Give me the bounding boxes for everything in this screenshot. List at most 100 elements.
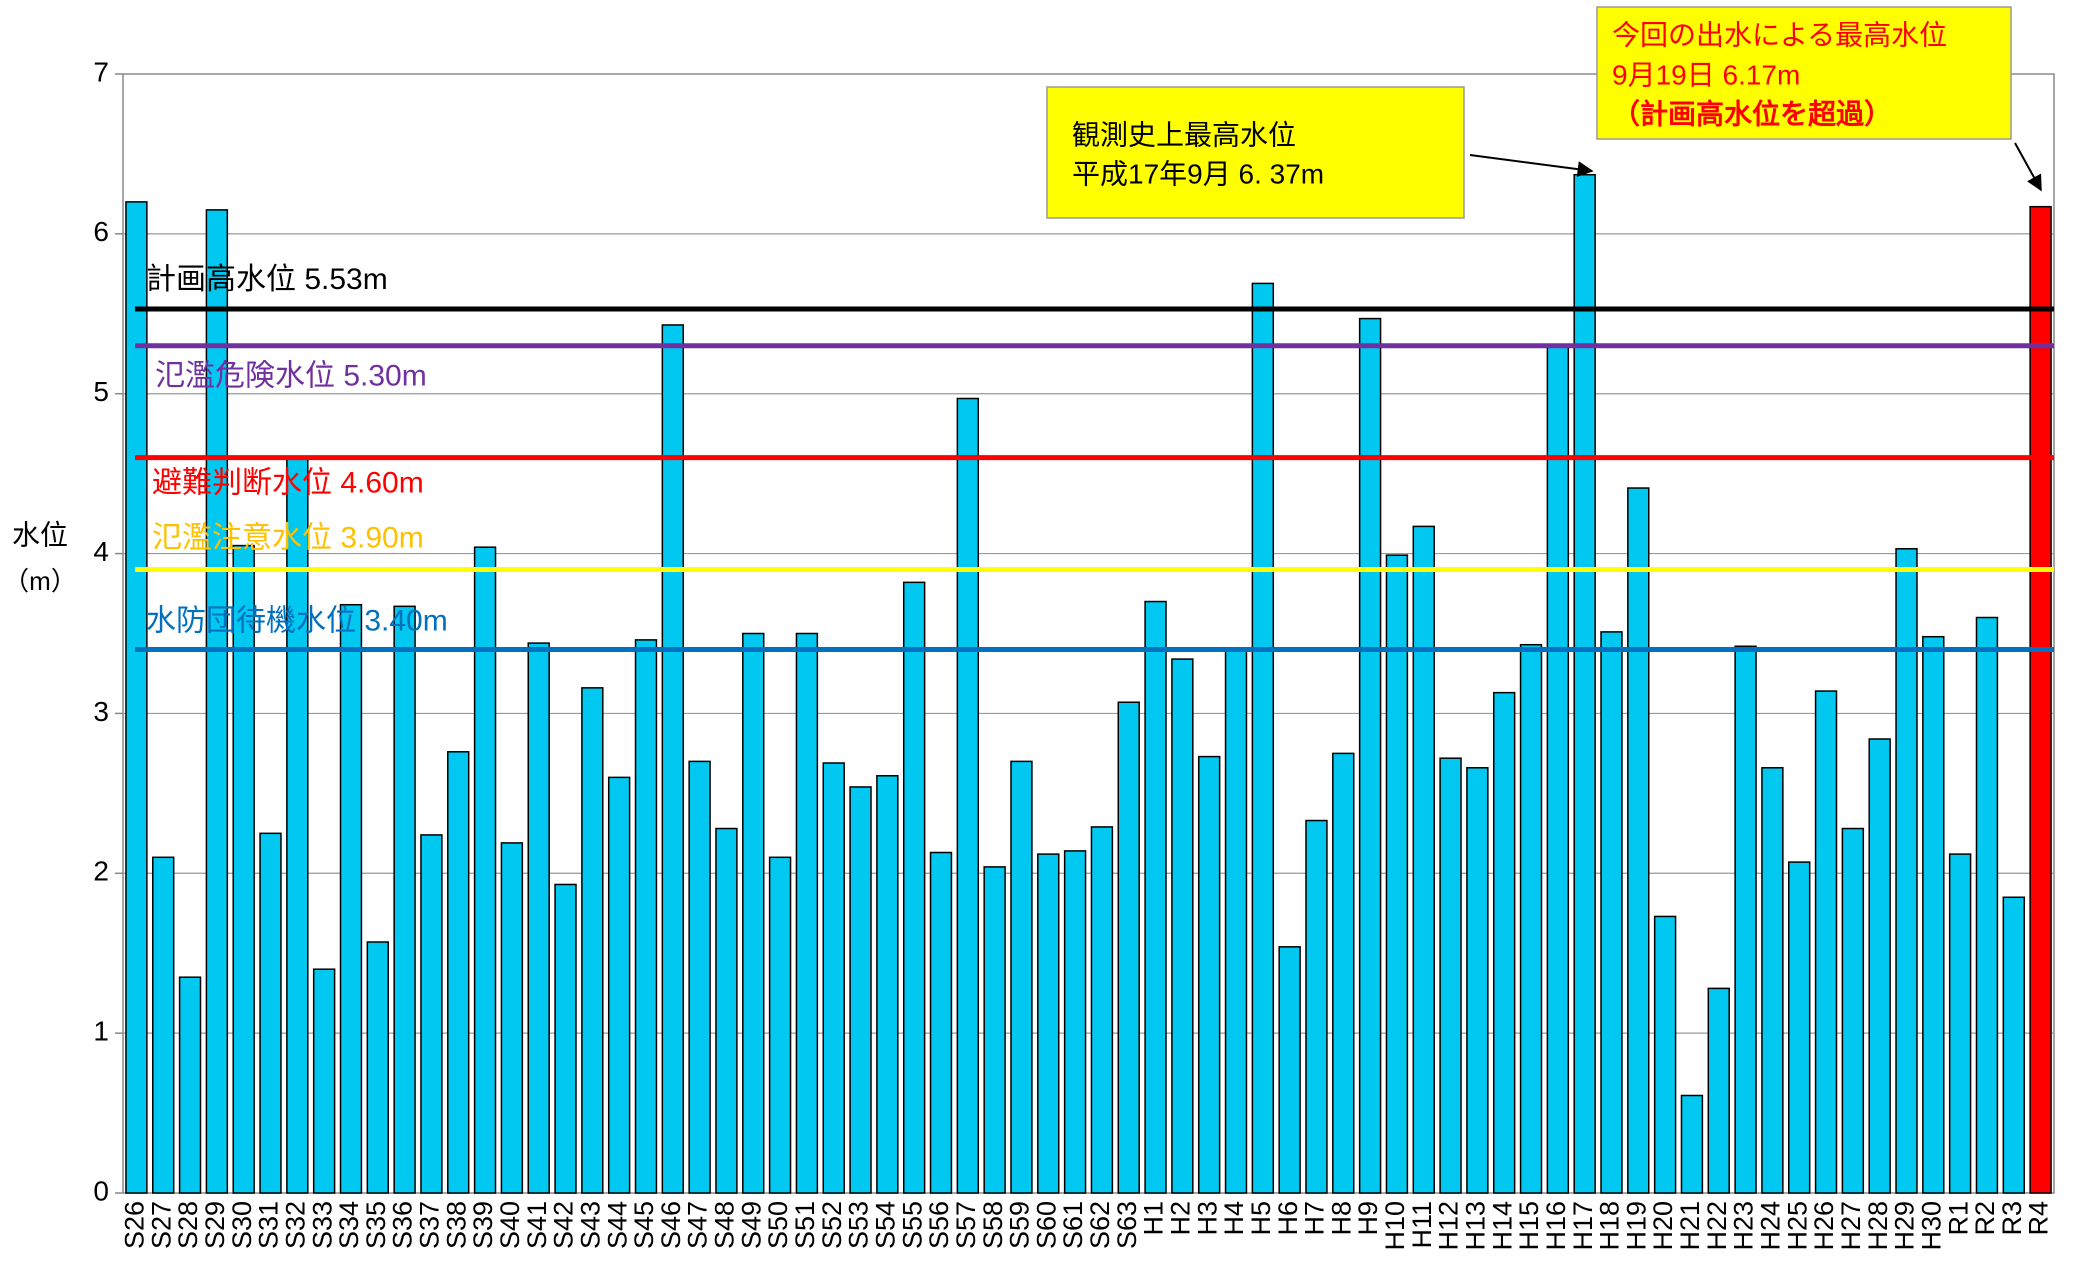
bar [1922,635,1945,1194]
x-tick-label: S27 [146,1201,176,1249]
bar [1224,648,1248,1194]
bar [956,397,980,1194]
x-tick-label: H19 [1621,1201,1651,1251]
plot-area [122,73,2055,1194]
x-tick-label: S49 [736,1201,766,1249]
arrow [1469,154,1594,178]
bar [1358,317,1382,1194]
x-tick-label: S26 [120,1201,150,1249]
x-tick-label: H15 [1514,1201,1544,1251]
x-tick-label: S53 [844,1201,874,1249]
annotation-text: 9月19日 6.17m [1612,59,1800,90]
bar [1546,345,1570,1194]
bar [1492,691,1516,1194]
bar [1144,600,1167,1194]
x-tick-label: H25 [1782,1201,1812,1251]
y-tick-label: 0 [93,1175,109,1206]
bar [473,546,497,1194]
x-tick-label: S48 [710,1201,740,1249]
bar [1385,554,1409,1194]
x-tick-label: H12 [1434,1201,1464,1251]
annotation-text: （計画高水位を超過） [1612,97,1892,129]
bar [1948,853,1972,1194]
bar [366,941,389,1194]
x-tick-label: S54 [870,1201,900,1249]
bar [1251,282,1275,1194]
bar [2029,205,2052,1194]
bar [1707,987,1730,1194]
x-tick-label: H4 [1219,1201,1249,1236]
x-tick-label: H2 [1165,1201,1195,1236]
x-tick-label: H18 [1595,1201,1625,1251]
bar [795,632,819,1194]
reference-label: 避難判断水位 4.60m [152,467,424,500]
bar [1788,861,1811,1194]
bar [1761,767,1784,1194]
x-tick-label: H21 [1675,1201,1705,1251]
x-tick-label: S30 [227,1201,257,1249]
y-tick-label: 4 [93,536,109,567]
x-tick-label: R2 [1970,1201,2000,1236]
bar [715,827,738,1194]
bar [1332,752,1355,1194]
bar [1439,757,1462,1194]
x-tick-label: S43 [575,1201,605,1249]
bar [312,968,336,1194]
x-tick-label: H8 [1326,1201,1356,1236]
bar [1466,767,1489,1194]
bar [554,883,577,1194]
bar [1519,643,1543,1194]
y-tick-label: 3 [93,696,109,727]
bar [1734,645,1757,1194]
bar [1680,1094,1704,1194]
x-tick-label: H1 [1139,1201,1169,1236]
reference-label: 水防団待機水位 3.40m [146,604,448,637]
y-tick-label: 2 [93,856,109,887]
x-tick-label: H27 [1836,1201,1866,1251]
x-tick-label: H26 [1809,1201,1839,1251]
x-tick-label: S52 [817,1201,847,1249]
x-tick-label: H3 [1192,1201,1222,1236]
x-tick-label: S51 [790,1201,820,1249]
x-tick-label: S42 [549,1201,579,1249]
annotation-text: 観測史上最高水位 [1072,119,1296,150]
annotation-text: 平成17年9月 6. 37m [1072,158,1324,189]
x-tick-label: H24 [1756,1201,1786,1251]
bar [500,842,524,1194]
bar [205,209,229,1194]
x-tick-label: H7 [1300,1201,1330,1236]
x-tick-label: R3 [1997,1201,2027,1236]
annotation-text: 今回の出水による最高水位 [1612,19,1947,50]
bar [1868,738,1891,1194]
bar [1117,701,1140,1194]
annotation-box [1596,6,2012,140]
bar [983,866,1006,1194]
x-tick-label: R4 [2024,1201,2054,1236]
x-tick-label: H14 [1487,1201,1517,1251]
x-tick-label: S28 [173,1201,203,1249]
annotation-box [1046,86,1465,219]
bar [661,324,685,1194]
bar [259,832,282,1194]
bar [178,976,202,1194]
x-tick-label: S41 [522,1201,552,1249]
y-axis-title: 水位 [12,519,68,550]
x-tick-label: S31 [254,1201,284,1249]
x-tick-label: S55 [897,1201,927,1249]
x-tick-label: S61 [1058,1201,1088,1249]
bar [822,762,845,1194]
bar [1278,946,1301,1194]
x-tick-label: H23 [1729,1201,1759,1251]
x-tick-label: H22 [1702,1201,1732,1251]
bar [1171,658,1194,1194]
y-tick-label: 6 [93,216,109,247]
x-tick-label: H30 [1916,1201,1946,1251]
bar [688,760,711,1194]
bar [876,775,899,1194]
bar [581,687,604,1194]
bar [393,605,416,1194]
x-tick-label: H28 [1863,1201,1893,1251]
x-tick-label: S38 [441,1201,471,1249]
